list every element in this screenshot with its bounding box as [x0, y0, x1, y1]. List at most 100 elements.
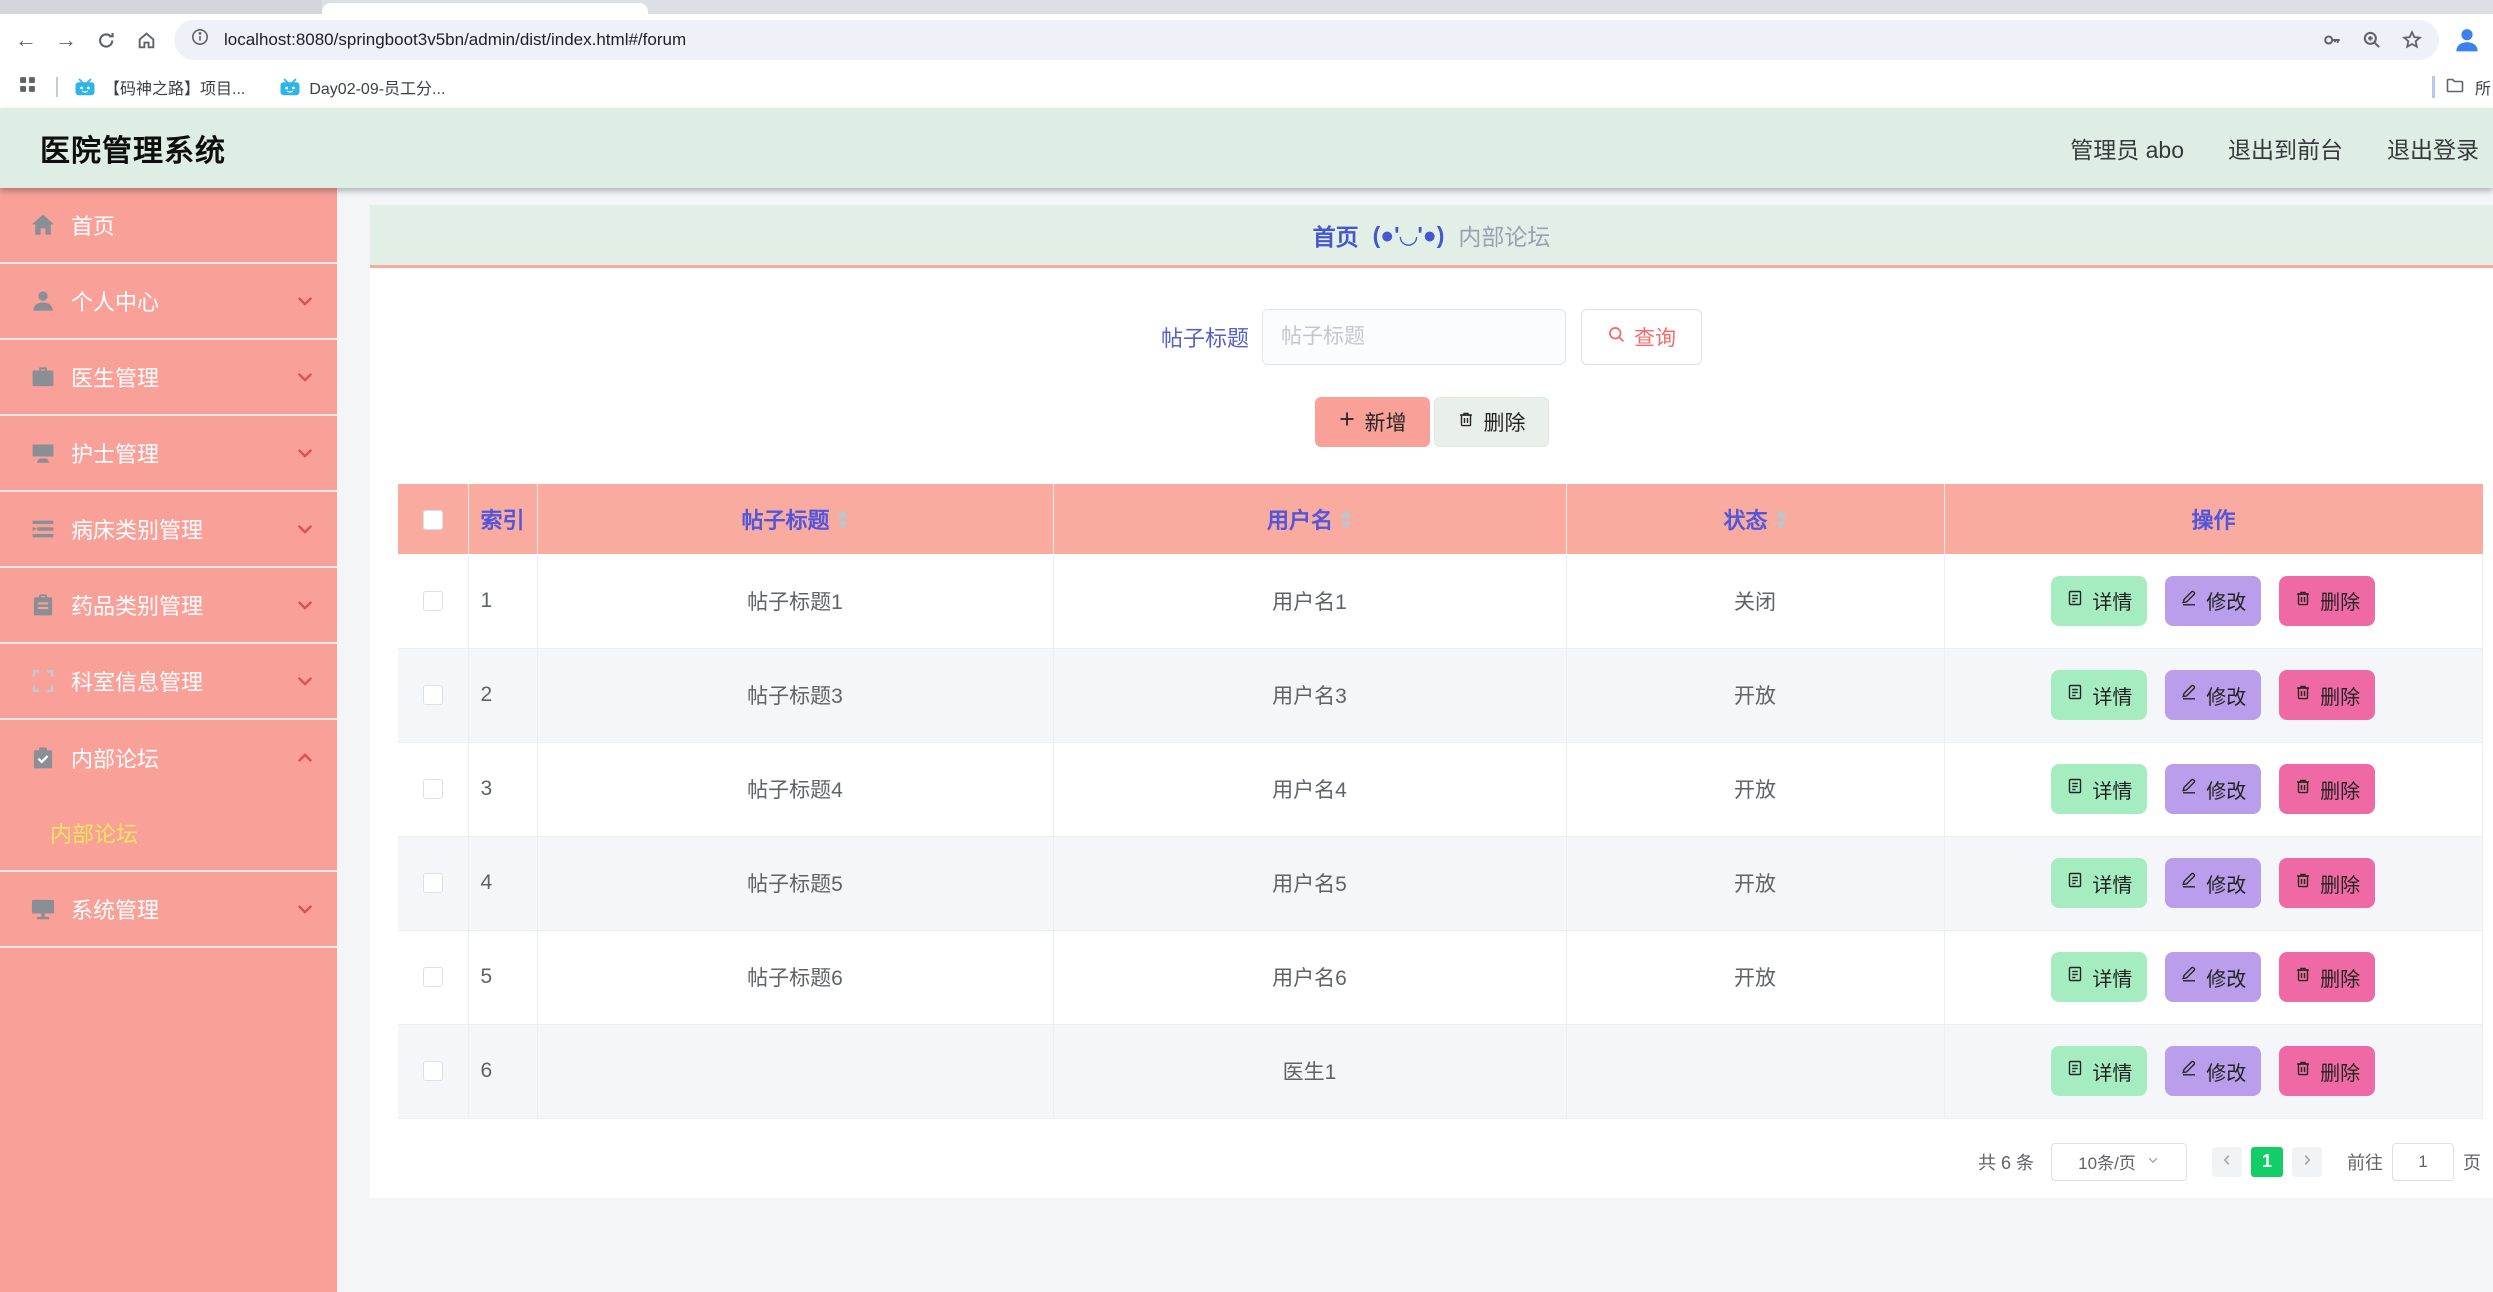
password-key-icon[interactable] — [2321, 29, 2343, 51]
sidebar-item-department[interactable]: 科室信息管理 — [0, 644, 337, 720]
breadcrumb-home-link[interactable]: 首页 — [1312, 224, 1359, 250]
bookmark-item[interactable]: 【码神之路】项目... — [74, 75, 245, 99]
action-row: 新增 删除 — [370, 397, 2493, 447]
query-button[interactable]: 查询 — [1581, 309, 1702, 365]
page-size-select[interactable]: 10条/页 — [2051, 1142, 2187, 1181]
all-bookmarks-label[interactable]: 所 — [2474, 81, 2491, 98]
sidebar-item-bed-category[interactable]: 病床类别管理 — [0, 492, 337, 568]
current-page-button[interactable]: 1 — [2251, 1146, 2283, 1177]
back-icon[interactable]: ← — [15, 27, 37, 52]
username-cell: 用户名6 — [1053, 930, 1567, 1025]
search-input[interactable] — [1262, 309, 1566, 365]
delete-button[interactable]: 删除 — [2279, 858, 2376, 908]
edit-button[interactable]: 修改 — [2165, 858, 2262, 908]
pen-icon — [2180, 1059, 2198, 1083]
admin-user-link[interactable]: 管理员 abo — [2070, 137, 2184, 163]
pen-icon — [2180, 871, 2198, 895]
total-count: 共 6 条 — [1977, 1152, 2034, 1173]
goto-page-input[interactable] — [2392, 1142, 2454, 1181]
sidebar-item-home[interactable]: 首页 — [0, 188, 337, 264]
sidebar-item-drug-category[interactable]: 药品类别管理 — [0, 568, 337, 644]
edit-button[interactable]: 修改 — [2165, 670, 2262, 720]
detail-button[interactable]: 详情 — [2051, 670, 2148, 720]
table-row: 5 帖子标题6 用户名6 开放 详情 修改 删除 — [398, 930, 2483, 1025]
bookmark-item[interactable]: Day02-09-员工分... — [279, 75, 445, 99]
table-row: 1 帖子标题1 用户名1 关闭 详情 修改 删除 — [398, 554, 2483, 649]
pagination: 共 6 条 10条/页 1 前往 页 — [370, 1142, 2481, 1181]
row-checkbox[interactable] — [422, 779, 443, 800]
apps-grid-icon[interactable] — [18, 75, 42, 99]
sidebar: 首页 个人中心 医生管理 护士管理 病床类别管理 药品类别管理 科室信息管理 内… — [0, 188, 337, 1292]
sidebar-subitem-forum-sub[interactable]: 内部论坛 — [0, 796, 337, 872]
select-all-checkbox[interactable] — [422, 510, 443, 531]
sort-carets[interactable] — [836, 509, 849, 529]
exit-to-front-link[interactable]: 退出到前台 — [2228, 137, 2343, 163]
divider — [56, 77, 58, 97]
home-icon[interactable] — [126, 20, 166, 60]
page-unit-label: 页 — [2463, 1152, 2481, 1173]
detail-button[interactable]: 详情 — [2051, 764, 2148, 814]
browser-active-tab[interactable] — [322, 3, 648, 14]
delete-button[interactable]: 删除 — [2279, 764, 2376, 814]
zoom-icon[interactable] — [2361, 29, 2383, 51]
forward-icon[interactable]: → — [55, 27, 77, 52]
sidebar-item-doctor[interactable]: 医生管理 — [0, 340, 337, 416]
document-icon — [2066, 871, 2084, 895]
sort-carets[interactable] — [1774, 509, 1787, 529]
detail-button[interactable]: 详情 — [2051, 858, 2148, 908]
folder-icon[interactable] — [2445, 75, 2465, 100]
batch-delete-button[interactable]: 删除 — [1433, 397, 1549, 447]
sidebar-item-profile[interactable]: 个人中心 — [0, 264, 337, 340]
search-label: 帖子标题 — [1160, 326, 1249, 351]
trash-icon — [2294, 1059, 2312, 1083]
delete-button[interactable]: 删除 — [2279, 575, 2376, 626]
delete-button[interactable]: 删除 — [2279, 952, 2376, 1002]
edit-button[interactable]: 修改 — [2165, 952, 2262, 1002]
plus-icon — [1338, 410, 1356, 434]
chevron-down-icon — [295, 443, 315, 463]
row-checkbox[interactable] — [422, 685, 443, 706]
profile-avatar-icon[interactable] — [2451, 24, 2483, 56]
edit-button[interactable]: 修改 — [2165, 764, 2262, 814]
next-page-button[interactable] — [2292, 1146, 2322, 1177]
url-bar[interactable]: localhost:8080/springboot3v5bn/admin/dis… — [174, 20, 2439, 60]
reload-icon[interactable] — [86, 20, 126, 60]
bookmark-star-icon[interactable] — [2401, 29, 2423, 51]
sidebar-item-forum[interactable]: 内部论坛 — [0, 720, 337, 796]
actions-cell: 详情 修改 删除 — [1944, 648, 2483, 743]
row-checkbox[interactable] — [422, 873, 443, 894]
edit-button[interactable]: 修改 — [2165, 575, 2262, 626]
sidebar-item-nurse[interactable]: 护士管理 — [0, 416, 337, 492]
delete-button[interactable]: 删除 — [2279, 1046, 2376, 1096]
add-button[interactable]: 新增 — [1314, 397, 1430, 447]
row-select-cell — [398, 648, 469, 743]
row-checkbox[interactable] — [422, 591, 443, 612]
username-cell: 医生1 — [1053, 1024, 1567, 1119]
status-cell — [1566, 1024, 1945, 1119]
row-checkbox[interactable] — [422, 967, 443, 988]
detail-button[interactable]: 详情 — [2051, 1046, 2148, 1096]
bilibili-tv-icon — [279, 78, 301, 97]
detail-button[interactable]: 详情 — [2051, 952, 2148, 1002]
sidebar-item-system[interactable]: 系统管理 — [0, 872, 337, 948]
column-header-index: 索引 — [468, 484, 538, 554]
clipboard-check-icon — [30, 745, 56, 771]
briefcase-icon — [30, 364, 56, 390]
document-icon — [2066, 683, 2084, 707]
url-text[interactable]: localhost:8080/springboot3v5bn/admin/dis… — [224, 30, 687, 49]
username-cell: 用户名1 — [1053, 554, 1567, 649]
edit-button[interactable]: 修改 — [2165, 1046, 2262, 1096]
index-cell: 1 — [468, 554, 538, 649]
site-info-icon[interactable] — [190, 27, 216, 53]
prev-page-button[interactable] — [2212, 1146, 2242, 1177]
row-checkbox[interactable] — [422, 1061, 443, 1082]
status-cell: 开放 — [1566, 742, 1945, 837]
title-cell: 帖子标题6 — [537, 930, 1054, 1025]
detail-button[interactable]: 详情 — [2051, 575, 2148, 626]
pen-icon — [2180, 777, 2198, 801]
delete-button[interactable]: 删除 — [2279, 670, 2376, 720]
logout-link[interactable]: 退出登录 — [2387, 137, 2479, 163]
row-select-cell — [398, 742, 469, 837]
sort-carets[interactable] — [1340, 509, 1352, 529]
select-all-header — [398, 484, 469, 554]
